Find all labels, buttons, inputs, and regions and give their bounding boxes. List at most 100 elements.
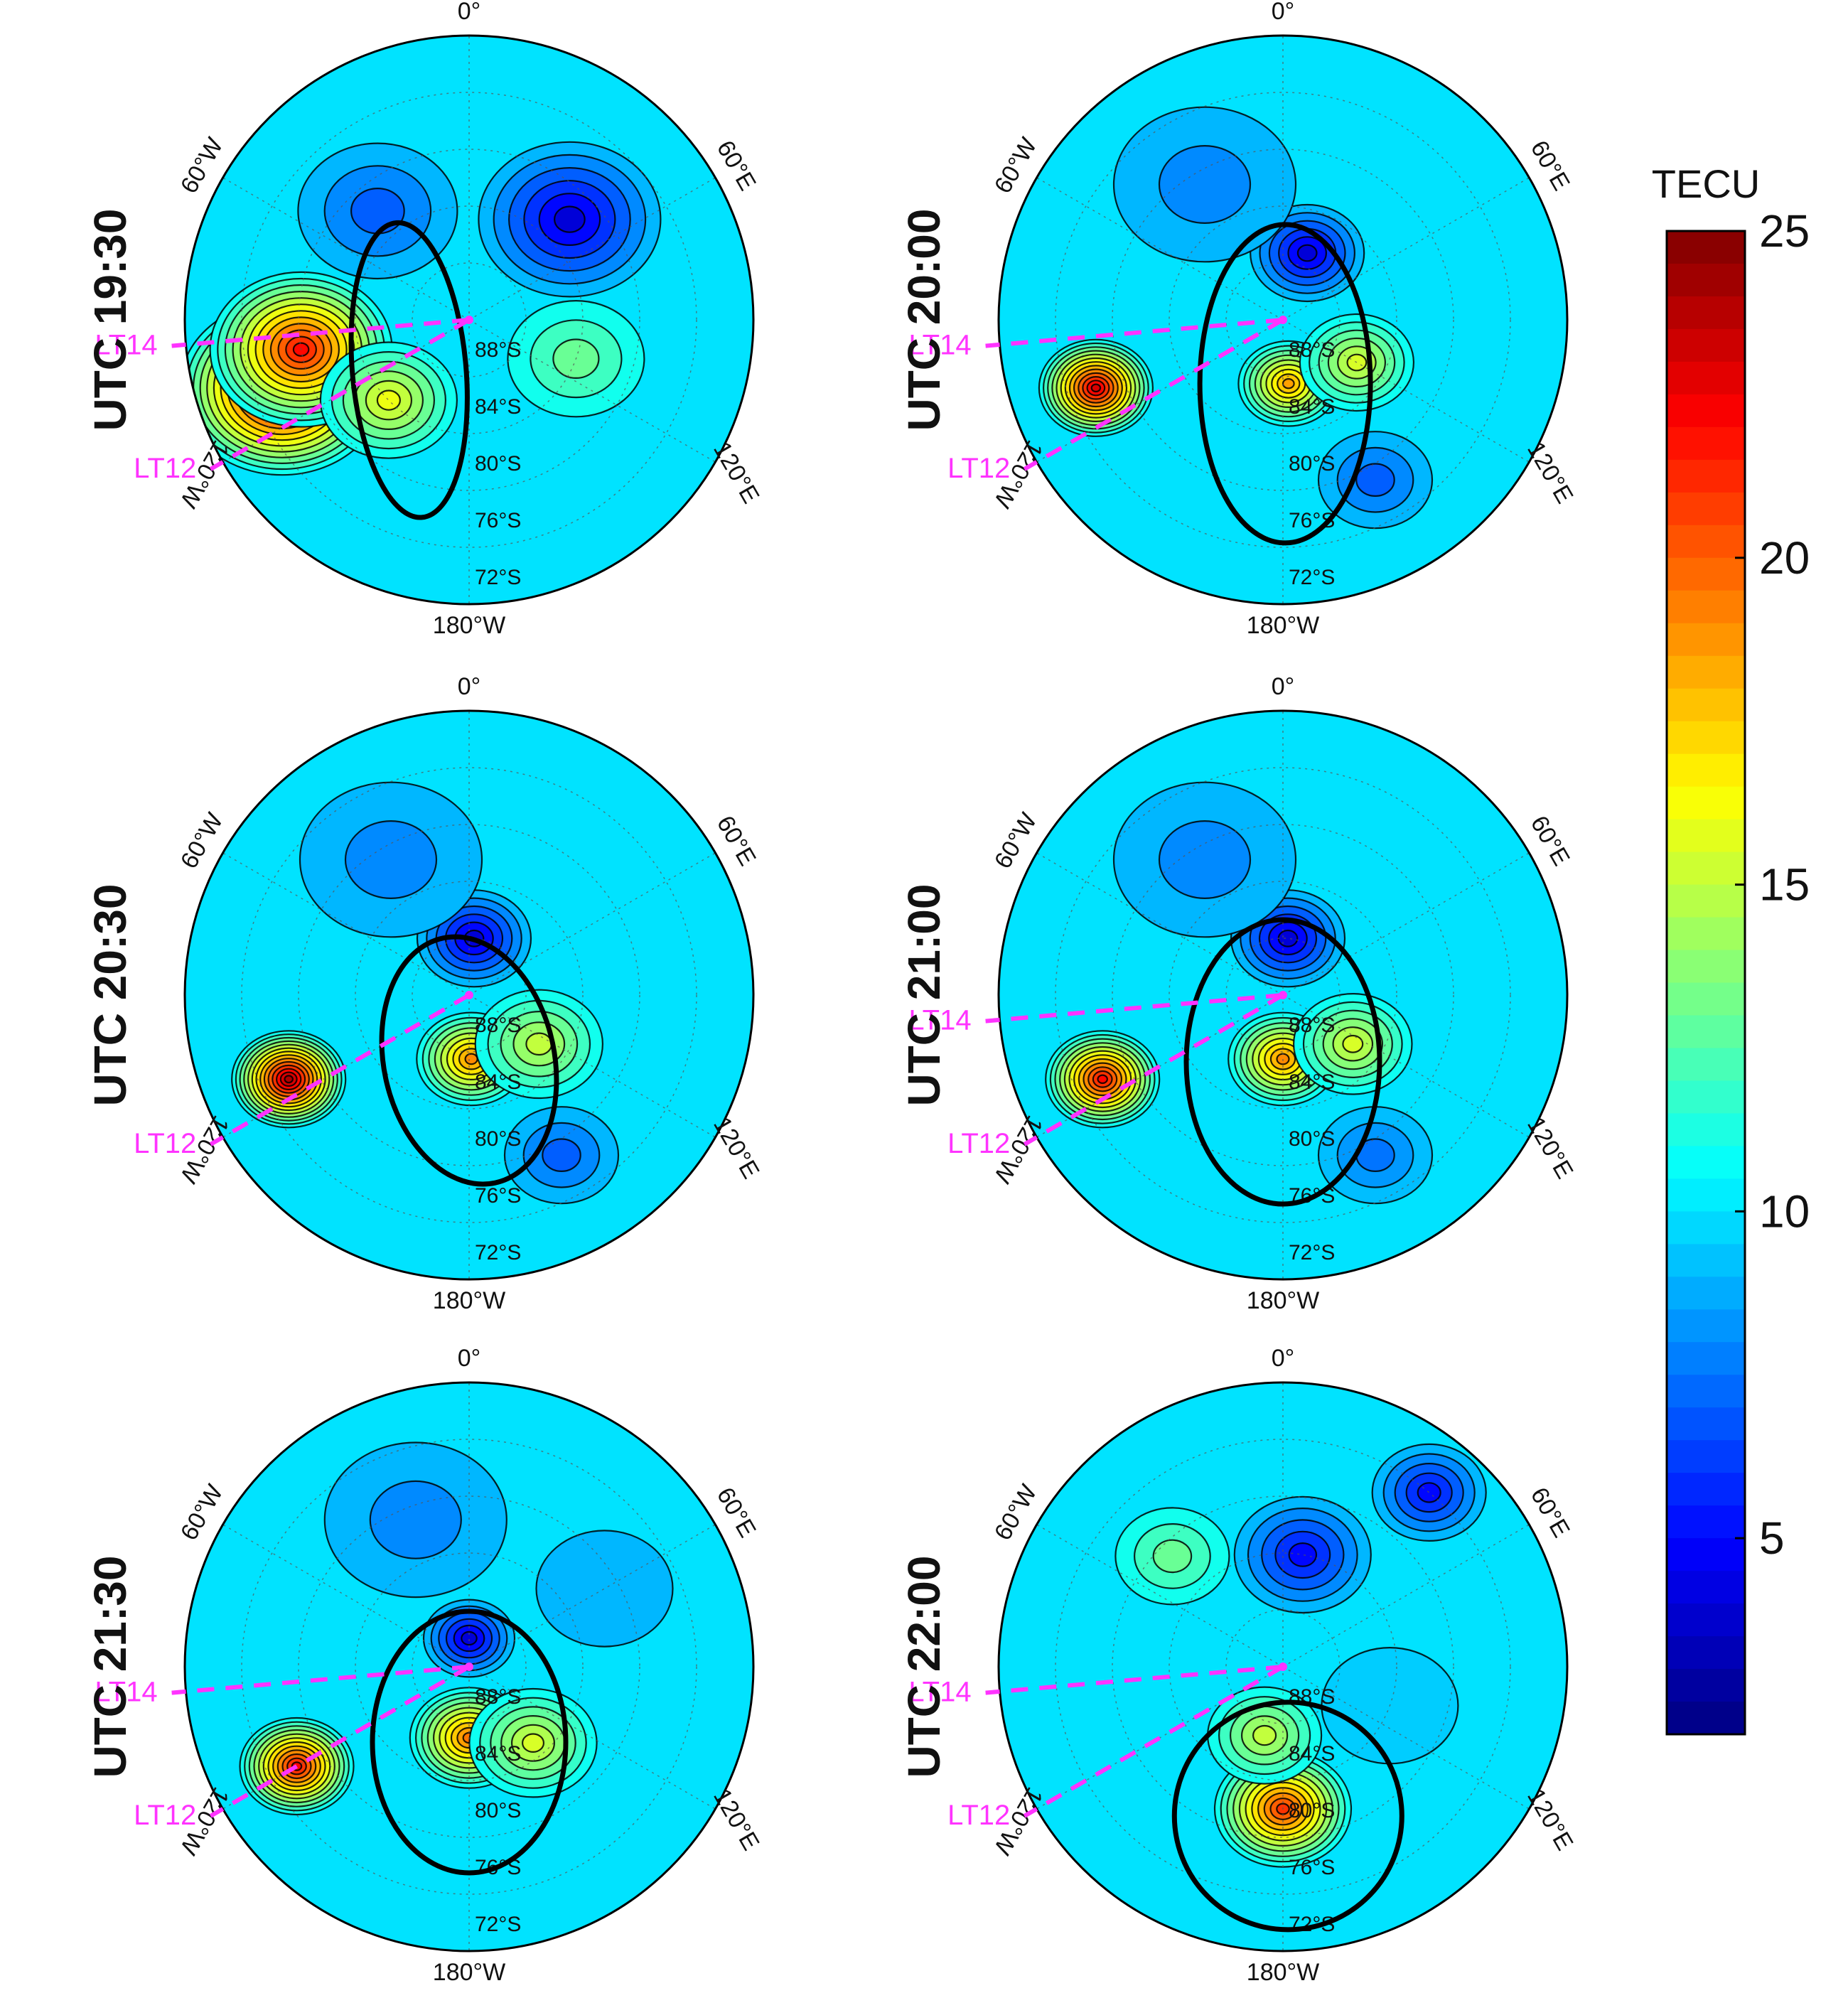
tec-contour-band [1152,1539,1193,1574]
colorbar-segment [1667,721,1745,755]
colorbar-segment [1667,1407,1745,1441]
local-time-line [1023,993,1284,1146]
latitude-circle [1225,1609,1341,1724]
polar-map-panel: 0°60°E120°E180°W120°W60°W88°S84°S80°S76°… [85,0,765,639]
meridian-line [1282,319,1530,463]
meridian-line [468,1524,716,1667]
colorbar-segment [1667,1538,1745,1572]
colorbar-segment [1667,1669,1745,1702]
latitude-label: 88°S [1289,1014,1335,1037]
colorbar-segment [1667,1080,1745,1114]
utc-time-label: UTC 21:30 [85,1556,136,1778]
latitude-label: 80°S [1289,452,1335,476]
colorbar-segment [1667,296,1745,330]
latitude-label: 84°S [475,1070,521,1094]
meridian-label: 180°W [1247,1959,1319,1986]
tec-contour-band [350,187,405,235]
meridian-label: 0° [1272,1345,1295,1372]
latitude-label: 84°S [1289,395,1335,419]
tec-contour-band [284,1075,294,1084]
meridian-label: 180°W [433,612,505,639]
latitude-circle [1169,205,1397,434]
colorbar-segment [1667,1702,1745,1735]
colorbar-segment [1667,1571,1745,1604]
latitude-circle [1112,1495,1454,1838]
meridian-label: 120°E [708,1112,764,1183]
meridian-label: 120°E [1522,437,1578,508]
local-time-label: LT14 [908,1677,971,1708]
latitude-label: 88°S [475,1014,521,1037]
colorbar-segment [1667,231,1745,264]
polar-map-panel: 0°60°E120°E180°W120°W60°W88°S84°S80°S76°… [898,673,1579,1314]
polar-map-panel: 0°60°E120°E180°W120°W60°W88°S84°S80°S76°… [898,1345,1579,1986]
map-boundary [183,34,755,606]
latitude-label: 72°S [1289,1241,1335,1264]
tec-contour-band [521,1733,544,1753]
map-boundary [997,709,1569,1281]
meridian-label: 0° [458,0,481,25]
colorbar-tick-label: 25 [1759,205,1810,257]
latitude-circle [298,824,640,1166]
colorbar-segment [1667,884,1745,918]
local-time-line [171,1665,470,1695]
colorbar-segment [1667,688,1745,722]
latitude-label: 72°S [475,1913,521,1936]
pole-marker [1279,991,1287,999]
local-time-line [171,318,470,348]
latitude-label: 76°S [475,1184,521,1208]
latitude-label: 80°S [475,452,521,476]
latitude-label: 84°S [1289,1742,1335,1766]
tec-contour-band [1282,378,1295,390]
colorbar-segment [1667,1244,1745,1277]
highlight-ellipse [370,1608,569,1876]
latitude-circle [355,1552,584,1781]
tec-contour-band [1158,145,1252,225]
utc-time-label: UTC 21:00 [898,884,950,1107]
colorbar-segment [1667,1178,1745,1212]
local-time-label: LT12 [947,1800,1010,1831]
tec-contour-band [1342,1034,1364,1053]
local-time-line [1023,1665,1284,1818]
colorbar-frame [1665,230,1746,1736]
pole-marker [1279,1662,1287,1671]
colorbar-segment [1667,590,1745,624]
polar-map-panel: 0°60°E120°E180°W120°W60°W88°S84°S80°S76°… [85,1345,765,1986]
tec-contour-band [1097,1074,1108,1085]
tec-contour-band [464,1053,478,1065]
latitude-label: 80°S [1289,1799,1335,1822]
colorbar-segment [1667,950,1745,984]
tec-contour-band [1296,244,1318,262]
meridian-label: 120°E [1522,1784,1578,1855]
colorbar-segment [1667,1603,1745,1637]
local-time-label: LT12 [947,453,1010,484]
meridian-label: 180°W [1247,1287,1319,1314]
latitude-label: 72°S [475,1241,521,1264]
polar-map-panel: 0°60°E120°E180°W120°W60°W88°S84°S80°S76°… [898,0,1579,639]
pole-marker [465,1662,473,1671]
tec-contour-band [1158,820,1252,899]
latitude-circle [1225,938,1341,1053]
meridian-line [222,1524,470,1667]
colorbar-tick-label: 15 [1759,859,1810,910]
latitude-circle [1055,1439,1511,1895]
latitude-label: 84°S [475,395,521,419]
colorbar-segment [1667,1505,1745,1539]
tec-contour-band [542,1138,581,1173]
meridian-line [1282,1666,1530,1810]
colorbar-segment [1667,655,1745,689]
latitude-label: 88°S [1289,338,1335,362]
latitude-label: 76°S [1289,1856,1335,1879]
graticule [1036,1382,1530,1951]
colorbar-segment [1667,852,1745,886]
meridian-label: 0° [458,673,481,700]
latitude-label: 76°S [475,509,521,532]
colorbar-segment [1667,361,1745,395]
colorbar-segment [1667,1375,1745,1408]
tec-contour-band [376,390,402,411]
tec-contour-band [344,820,438,899]
local-time-label: LT14 [908,330,971,361]
colorbar-segment [1667,1342,1745,1375]
meridian-line [1036,1524,1284,1667]
utc-time-label: UTC 22:00 [898,1556,950,1778]
